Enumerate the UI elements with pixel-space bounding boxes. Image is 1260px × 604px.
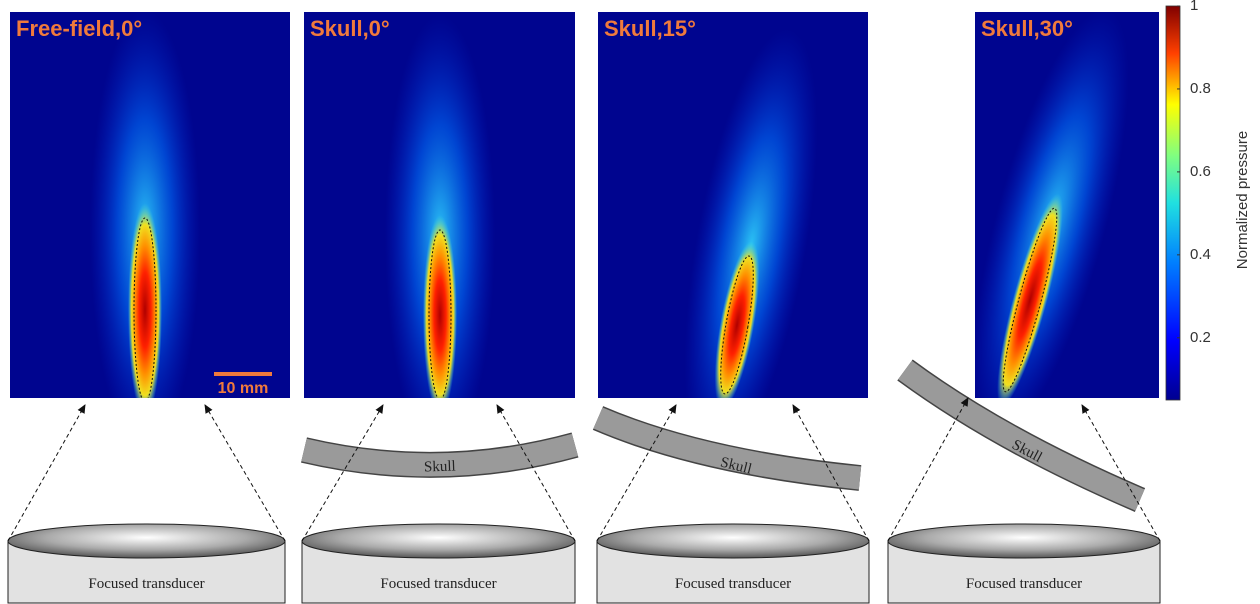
scale-bar-label: 10 mm [218, 380, 269, 397]
heatmap-field [90, 10, 200, 450]
colorbar-tick-label: 1 [1190, 0, 1198, 14]
transducer-label: Focused transducer [966, 576, 1082, 592]
focal-spot [128, 203, 162, 417]
transducer-face [888, 524, 1160, 558]
transducer-face [302, 524, 575, 558]
beam-arrow [205, 405, 285, 541]
transducer-label: Focused transducer [675, 576, 791, 592]
colorbar-tick-label: 0.6 [1190, 163, 1211, 180]
focal-spot [423, 215, 457, 415]
colorbar-tick-label: 0.4 [1190, 246, 1211, 263]
panel-title: Skull,15° [604, 16, 696, 41]
colorbar-label: Normalized pressure [1234, 131, 1251, 269]
panel-title: Skull,30° [981, 16, 1073, 41]
transducer-face [597, 524, 869, 558]
transducer-face [8, 524, 285, 558]
transducer-label: Focused transducer [380, 576, 496, 592]
skull-label: Skull [424, 458, 456, 475]
panel-title: Skull,0° [310, 16, 390, 41]
colorbar-tick-label: 0.8 [1190, 80, 1211, 97]
heatmap-field [385, 15, 495, 455]
colorbar-tick-label: 0.2 [1190, 329, 1211, 346]
colorbar [1166, 6, 1180, 400]
beam-arrow [497, 405, 575, 541]
beam-arrow [8, 405, 85, 541]
transducer-label: Focused transducer [88, 576, 204, 592]
figure: Free-field,0° Focused transducer Skull,0° S… [0, 0, 1260, 604]
panel-title: Free-field,0° [16, 16, 142, 41]
